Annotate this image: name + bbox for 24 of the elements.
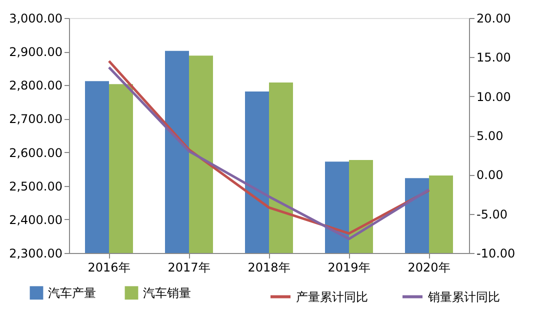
y2-tick-label: -10.00 [476, 246, 516, 260]
y-tick-label: 2,600.00 [9, 146, 62, 160]
x-tick-label: 2019年 [328, 260, 370, 274]
x-tick-label: 2017年 [168, 260, 210, 274]
x-tick-label: 2018年 [248, 260, 290, 274]
legend-label: 销量累计同比 [427, 290, 500, 304]
y-tick-label: 2,300.00 [9, 246, 62, 260]
legend-label: 汽车销量 [143, 286, 191, 300]
x-tick-label: 2016年 [88, 260, 130, 274]
legend-label: 产量累计同比 [296, 290, 368, 304]
y2-tick-label: 10.00 [476, 90, 511, 104]
y-tick-label: 2,500.00 [9, 179, 62, 194]
y-tick-label: 2,700.00 [9, 112, 62, 126]
y-tick-label: 3,000.00 [9, 12, 62, 26]
legend-label: 汽车产量 [48, 286, 96, 300]
y-tick-label: 2,800.00 [9, 78, 62, 93]
y2-tick-label: 15.00 [476, 50, 511, 65]
y-tick-label: 2,400.00 [9, 212, 62, 227]
y2-tick-label: -5.00 [476, 207, 508, 222]
y-tick-label: 2,900.00 [9, 45, 62, 60]
x-tick-label: 2020年 [408, 260, 450, 274]
y2-tick-label: 5.00 [476, 129, 504, 143]
y2-tick-label: 0.00 [476, 168, 504, 182]
y2-tick-label: 20.00 [476, 12, 511, 26]
